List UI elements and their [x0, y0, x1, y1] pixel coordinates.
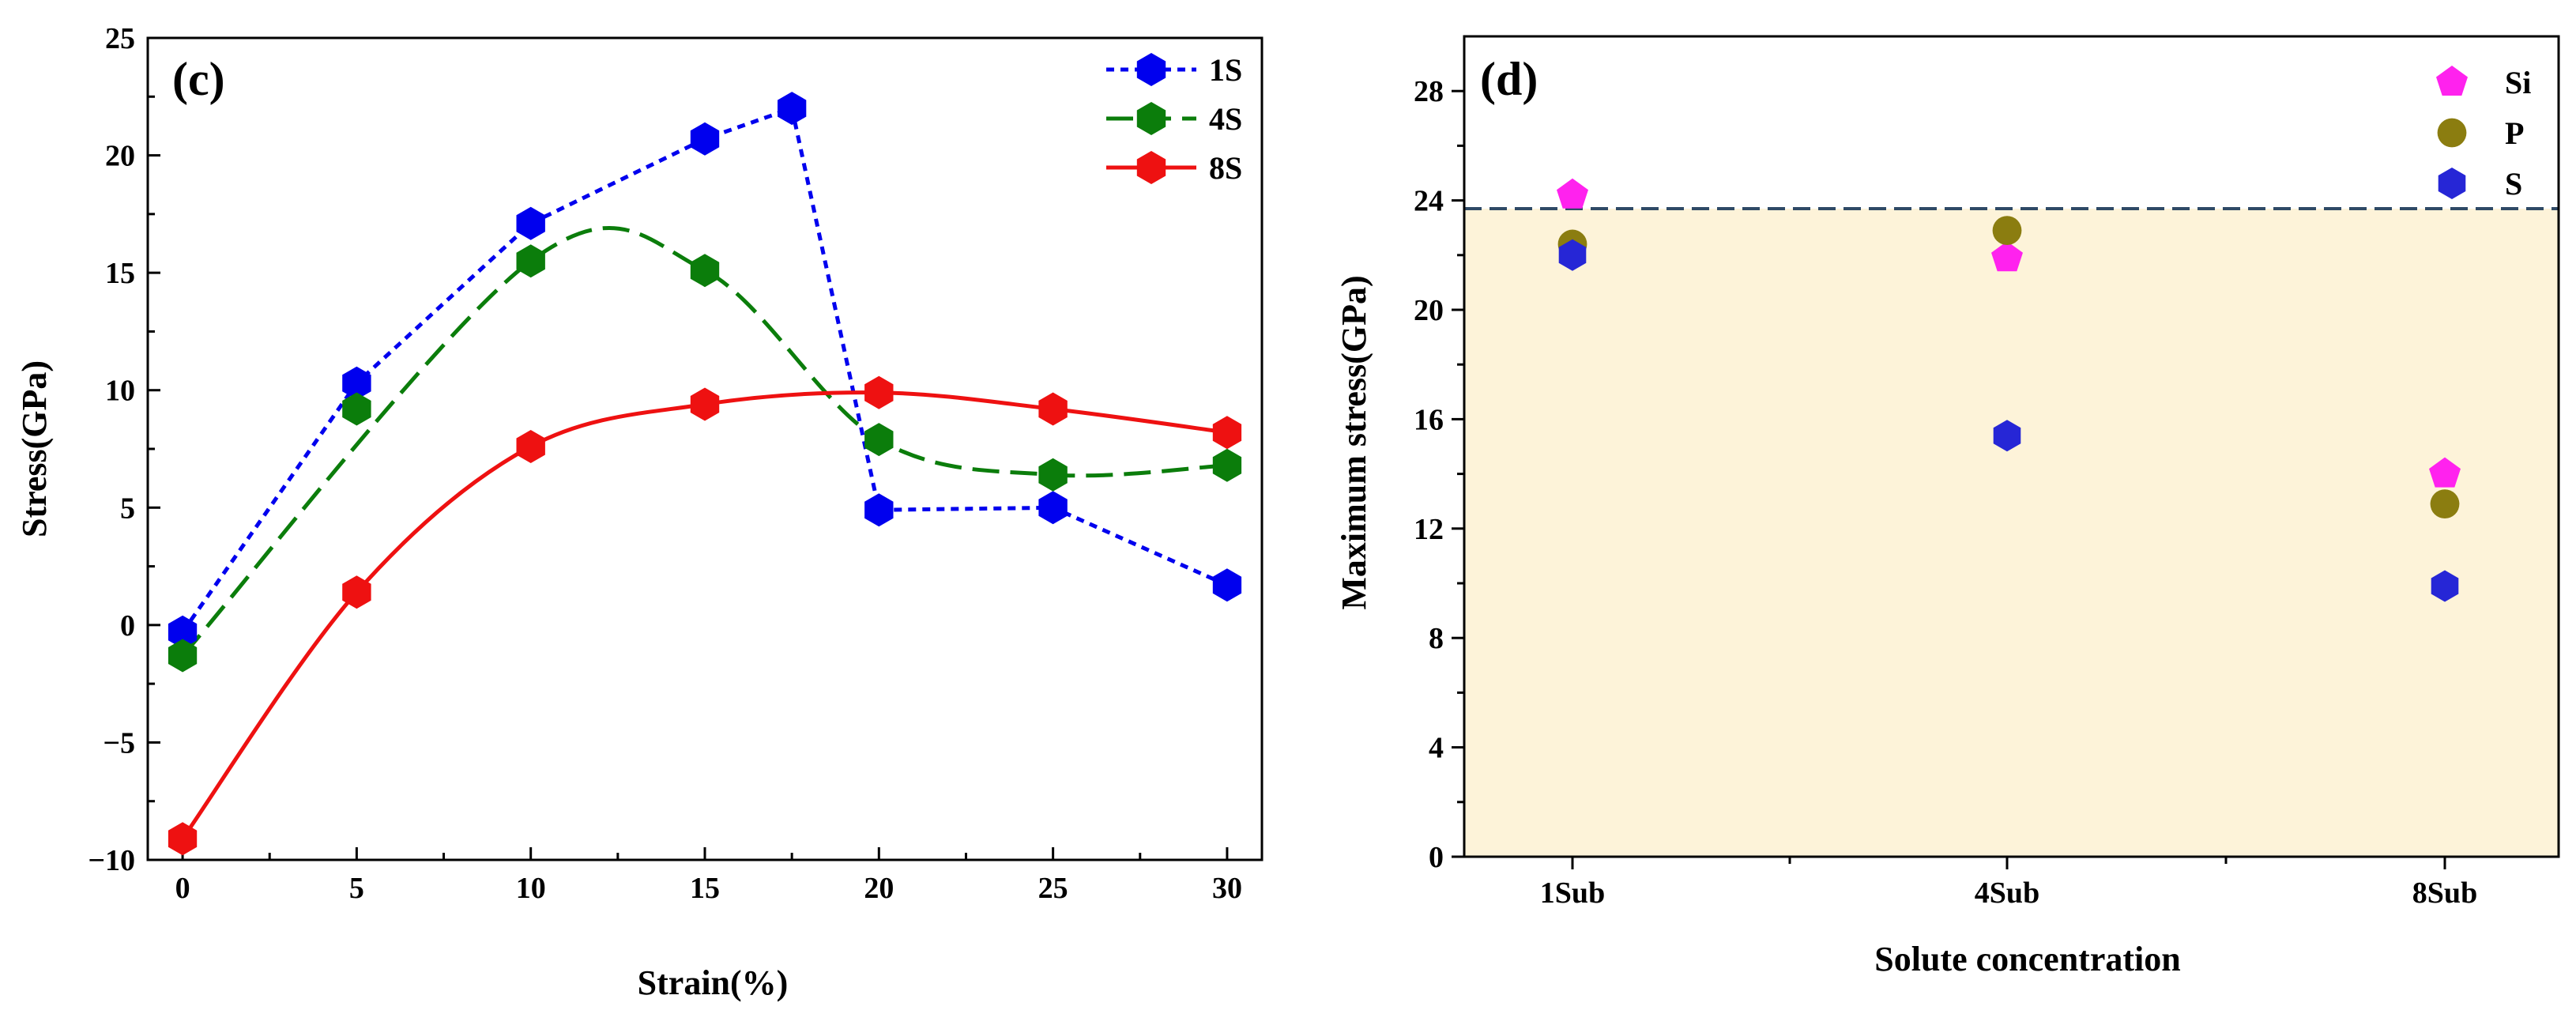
panel-d-y-tick-label: 24 — [1414, 185, 1444, 218]
panel-c-point-4S — [690, 254, 720, 288]
panel-d-x-tick-label: 1Sub — [1540, 876, 1605, 910]
legend-marker-8S — [1136, 151, 1166, 184]
panel-c-y-axis-title: Stress(GPa) — [15, 360, 54, 537]
panel-d-point-P — [2430, 489, 2460, 519]
panel-d-y-tick-label: 28 — [1414, 75, 1444, 108]
panel-c-legend: 1S 4S 8S — [1106, 52, 1242, 186]
legend-label-P: P — [2505, 115, 2524, 151]
panel-c-point-4S — [864, 423, 894, 457]
panel-c-x-tick-label: 0 — [175, 872, 190, 905]
panel-c-x-tick-label: 30 — [1212, 872, 1242, 905]
panel-d-shaded-region — [1464, 208, 2559, 858]
panel-d-y-tick-label: 12 — [1414, 513, 1444, 546]
legend-marker-4S — [1136, 102, 1166, 135]
panel-c-y-tick-label: 0 — [120, 609, 135, 643]
panel-c-y-tick-label: 10 — [105, 375, 135, 408]
panel-c-y-tick-label: 20 — [105, 140, 135, 173]
panel-d-point-P — [1992, 216, 2022, 246]
panel-c-point-8S — [1038, 392, 1068, 426]
panel-d-point-Si — [1991, 241, 2023, 272]
panel-c-point-1S — [516, 206, 545, 240]
panel-d-x-axis-title: Solute concentration — [1874, 940, 2180, 978]
panel-d-point-S — [2431, 570, 2459, 602]
panel-d-y-tick-label: 8 — [1429, 622, 1444, 655]
legend-label-Si: Si — [2505, 65, 2531, 100]
panel-c-point-8S — [342, 575, 371, 609]
panel-c-x-tick-label: 5 — [349, 872, 364, 905]
panel-c-y-tick-label: −10 — [88, 844, 135, 877]
panel-c-line-4S — [181, 226, 1228, 658]
legend-marker-P — [2437, 118, 2467, 148]
panel-c-point-4S — [1212, 448, 1242, 482]
panel-d-point-S — [1993, 420, 2021, 452]
panel-d-point-S — [1558, 239, 1587, 271]
panel-c-point-1S — [168, 615, 198, 649]
panel-c-x-axis-title: Strain(%) — [638, 963, 789, 1002]
panel-c-point-1S — [690, 122, 720, 156]
legend-label-1S: 1S — [1209, 52, 1242, 88]
legend-marker-1S — [1136, 53, 1166, 86]
panel-c-line-chart: 0 5 10 15 20 25 30 −10 −5 0 5 10 15 20 25 (c) Strain(%… — [15, 22, 1264, 1002]
panel-d-y-axis-title: Maximum stress(GPa) — [1335, 275, 1373, 609]
legend-label-S: S — [2505, 166, 2522, 202]
panel-c-series-lines — [181, 105, 1228, 840]
panel-c-line-1S — [181, 105, 1228, 634]
panel-d-scatter-chart: 0 4 8 12 16 20 24 28 1Sub 4Sub 8Sub (d) Solute con… — [1335, 35, 2560, 978]
panel-c-y-tick-label: 5 — [120, 492, 135, 525]
panel-c-y-tick-label: −5 — [103, 726, 135, 760]
panel-c-y-tick-label: 25 — [105, 22, 135, 55]
panel-d-ticks: 0 4 8 12 16 20 24 28 1Sub 4Sub 8Sub — [1414, 75, 2477, 910]
panel-c-point-1S — [342, 366, 371, 400]
legend-marker-Si — [2436, 66, 2468, 96]
panel-d-y-tick-label: 20 — [1414, 294, 1444, 327]
panel-c-y-tick-label: 15 — [105, 257, 135, 290]
panel-c-point-1S — [1038, 491, 1068, 525]
panel-c-plot-frame — [146, 36, 1264, 861]
panel-d-series-markers — [1557, 178, 2461, 602]
panel-c-x-tick-label: 15 — [690, 872, 720, 905]
panel-c-ticks: 0 5 10 15 20 25 30 −10 −5 0 5 10 15 20 25 — [88, 22, 1242, 905]
panel-c-point-8S — [690, 387, 720, 421]
panel-c-point-1S — [778, 92, 807, 126]
panel-c-label: (c) — [172, 53, 225, 105]
panel-d-x-tick-label: 8Sub — [2412, 876, 2477, 910]
panel-c-point-4S — [1038, 458, 1068, 492]
panel-c-line-8S — [181, 390, 1228, 840]
panel-c-point-4S — [516, 244, 545, 278]
panel-c-point-4S — [168, 639, 198, 673]
panel-d-plot-frame — [1463, 35, 2560, 858]
panel-c-x-tick-label: 20 — [864, 872, 894, 905]
panel-d-label: (d) — [1480, 53, 1538, 105]
panel-c-series-markers — [168, 92, 1242, 856]
panel-c-point-8S — [516, 430, 545, 463]
panel-c-point-4S — [342, 392, 371, 426]
panel-d-y-tick-label: 16 — [1414, 403, 1444, 436]
panel-c-x-tick-label: 25 — [1038, 872, 1068, 905]
panel-d-x-tick-label: 4Sub — [1975, 876, 2039, 910]
legend-label-4S: 4S — [1209, 101, 1242, 137]
panel-d-legend: Si PS — [2436, 65, 2531, 202]
panel-d-y-tick-label: 4 — [1429, 732, 1444, 765]
panel-d-point-Si — [1557, 178, 1588, 209]
panel-c-point-8S — [1212, 416, 1242, 450]
panel-d-y-tick-label: 0 — [1429, 841, 1444, 874]
legend-label-8S: 8S — [1209, 150, 1242, 186]
panel-c-point-1S — [1212, 568, 1242, 602]
panel-d-point-Si — [2429, 457, 2461, 488]
legend-marker-S — [2438, 168, 2466, 199]
panel-c-point-8S — [168, 822, 198, 856]
panel-c-x-tick-label: 10 — [516, 872, 546, 905]
panel-c-point-1S — [864, 493, 894, 527]
panel-c-point-8S — [864, 375, 894, 409]
